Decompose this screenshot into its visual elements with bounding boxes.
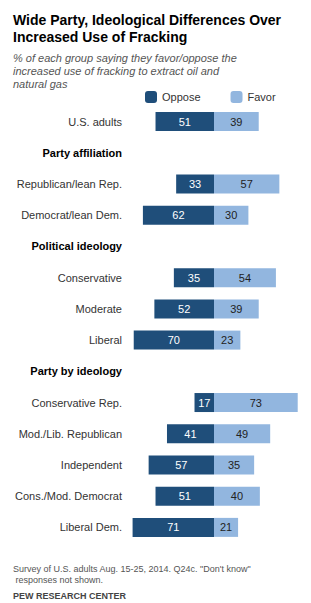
svg-text:41: 41	[184, 428, 196, 440]
svg-text:Democrat/lean Dem.: Democrat/lean Dem.	[21, 209, 122, 221]
svg-text:70: 70	[168, 334, 180, 346]
svg-text:U.S. adults: U.S. adults	[68, 116, 122, 128]
svg-text:54: 54	[239, 272, 251, 284]
svg-text:39: 39	[230, 303, 242, 315]
svg-text:35: 35	[188, 272, 200, 284]
svg-text:Survey of U.S. adults Aug. 15-: Survey of U.S. adults Aug. 15-25, 2014. …	[13, 564, 251, 574]
svg-text:Oppose: Oppose	[162, 91, 201, 103]
svg-text:PEW RESEARCH CENTER: PEW RESEARCH CENTER	[13, 591, 127, 601]
svg-text:natural gas: natural gas	[13, 78, 68, 90]
svg-text:62: 62	[172, 209, 184, 221]
svg-text:21: 21	[220, 521, 232, 533]
svg-text:increased use of fracking to e: increased use of fracking to extract oil…	[13, 65, 222, 77]
svg-text:% of each group saying they fa: % of each group saying they favor/oppose…	[13, 52, 240, 64]
svg-text:Wide Party, Ideological Differ: Wide Party, Ideological Differences Over	[13, 12, 285, 28]
svg-text:39: 39	[230, 116, 242, 128]
svg-text:Favor: Favor	[248, 91, 276, 103]
svg-text:Party affiliation: Party affiliation	[43, 147, 123, 159]
svg-text:35: 35	[228, 459, 240, 471]
svg-text:71: 71	[167, 521, 179, 533]
svg-text:17: 17	[198, 397, 210, 409]
svg-text:Moderate: Moderate	[76, 303, 122, 315]
svg-text:Republican/lean Rep.: Republican/lean Rep.	[17, 178, 122, 190]
svg-text:23: 23	[221, 334, 233, 346]
svg-text:30: 30	[225, 209, 237, 221]
svg-text:Independent: Independent	[61, 459, 122, 471]
svg-text:40: 40	[231, 490, 243, 502]
svg-text:Political ideology: Political ideology	[32, 240, 123, 252]
svg-text:73: 73	[250, 397, 262, 409]
svg-text:57: 57	[175, 459, 187, 471]
svg-text:Liberal Dem.: Liberal Dem.	[60, 521, 122, 533]
svg-text:51: 51	[179, 490, 191, 502]
svg-text:52: 52	[178, 303, 190, 315]
svg-text:responses not shown.: responses not shown.	[13, 575, 103, 585]
svg-text:33: 33	[189, 178, 201, 190]
svg-text:Increased Use of Fracking: Increased Use of Fracking	[13, 29, 187, 45]
svg-text:Conservative: Conservative	[58, 272, 122, 284]
svg-text:51: 51	[179, 116, 191, 128]
svg-text:Liberal: Liberal	[89, 334, 122, 346]
svg-text:Conservative Rep.: Conservative Rep.	[32, 397, 123, 409]
svg-text:Party by ideology: Party by ideology	[30, 365, 123, 377]
svg-text:Mod./Lib. Republican: Mod./Lib. Republican	[19, 428, 122, 440]
svg-text:Cons./Mod. Democrat: Cons./Mod. Democrat	[15, 490, 122, 502]
svg-text:57: 57	[241, 178, 253, 190]
svg-text:49: 49	[236, 428, 248, 440]
